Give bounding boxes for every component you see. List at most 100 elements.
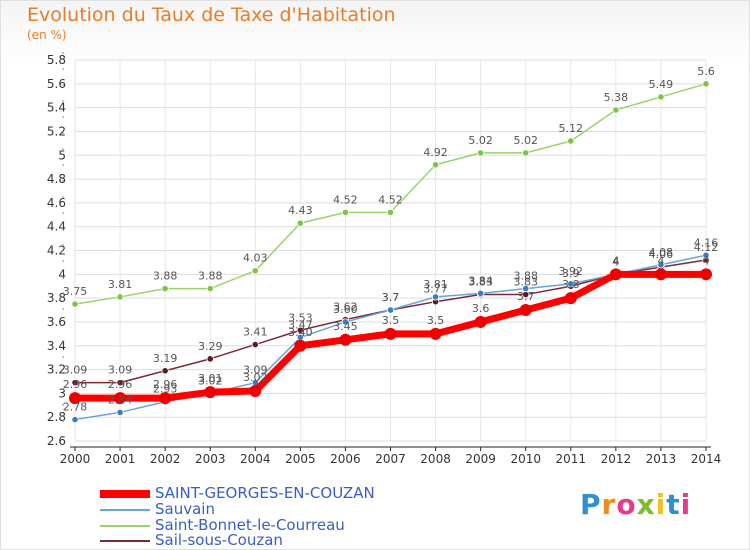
data-label: 4 bbox=[657, 254, 664, 267]
data-label: 3.19 bbox=[153, 352, 178, 365]
y-tick-label: 3.8 bbox=[47, 291, 66, 305]
y-tick-label: 2.6 bbox=[47, 434, 66, 448]
x-tick-label: 2002 bbox=[150, 452, 181, 466]
x-tick-label: 2004 bbox=[240, 452, 271, 466]
legend-swatch bbox=[100, 509, 150, 511]
data-point bbox=[474, 315, 487, 328]
data-label: 3.83 bbox=[468, 276, 493, 289]
legend-swatch bbox=[100, 540, 150, 542]
data-label: 3.02 bbox=[198, 374, 223, 387]
legend-label: Saint-Bonnet-le-Courreau bbox=[155, 516, 345, 534]
data-point bbox=[116, 293, 124, 301]
legend-swatch bbox=[100, 490, 150, 498]
data-label: 2.96 bbox=[63, 378, 88, 391]
data-point bbox=[251, 267, 259, 275]
logo-letter: r bbox=[601, 488, 617, 521]
data-label: 3.47 bbox=[288, 318, 313, 331]
data-point bbox=[116, 379, 124, 387]
data-point bbox=[564, 292, 577, 305]
y-tick-label: 5.6 bbox=[47, 77, 66, 91]
y-tick-label: 3.6 bbox=[47, 315, 66, 329]
data-label: 3.81 bbox=[108, 278, 133, 291]
logo-letter: o bbox=[616, 488, 637, 521]
data-point bbox=[612, 106, 620, 114]
data-point bbox=[341, 208, 350, 216]
y-tick-label: 4.6 bbox=[47, 196, 66, 210]
data-point bbox=[477, 149, 485, 157]
y-tick-label: 5.4 bbox=[47, 101, 66, 115]
data-point bbox=[116, 408, 124, 417]
data-label: 2.78 bbox=[63, 401, 88, 414]
data-point bbox=[522, 149, 530, 157]
data-label: 3.41 bbox=[243, 326, 268, 339]
y-tick-label: 2.8 bbox=[47, 410, 66, 424]
data-label: 4.52 bbox=[378, 193, 403, 206]
data-point bbox=[341, 318, 350, 326]
data-label: 3.77 bbox=[423, 283, 448, 296]
legend-label: Sauvain bbox=[155, 500, 215, 518]
x-tick-label: 2007 bbox=[375, 452, 406, 466]
data-label: 2.96 bbox=[108, 378, 133, 391]
data-point bbox=[71, 300, 79, 308]
data-label: 4.43 bbox=[288, 204, 313, 217]
chart-title: Evolution du Taux de Taxe d'Habitation bbox=[27, 4, 396, 26]
data-label: 3.7 bbox=[517, 290, 535, 303]
data-point bbox=[386, 306, 395, 314]
data-label: 3.62 bbox=[333, 301, 358, 314]
y-tick-label: 4.4 bbox=[47, 220, 66, 234]
data-label: 3.7 bbox=[382, 291, 400, 304]
data-label: 4.03 bbox=[243, 252, 268, 265]
data-point bbox=[657, 93, 665, 101]
data-label: 4 bbox=[612, 255, 619, 268]
y-tick-label: 4 bbox=[58, 267, 66, 281]
data-point bbox=[654, 268, 667, 281]
data-point bbox=[206, 355, 214, 363]
logo-letter: P bbox=[580, 488, 602, 521]
data-label: 3.92 bbox=[559, 265, 584, 278]
data-label: 5.12 bbox=[559, 122, 584, 135]
x-tick-label: 2005 bbox=[285, 452, 316, 466]
legend-label: Sail-sous-Couzan bbox=[155, 531, 283, 549]
data-point bbox=[477, 289, 485, 297]
data-point bbox=[522, 284, 530, 293]
data-label: 2.96 bbox=[153, 378, 178, 391]
data-point bbox=[206, 284, 214, 293]
data-label: 4.52 bbox=[333, 193, 358, 206]
data-label: 3.45 bbox=[333, 320, 358, 333]
data-point bbox=[114, 392, 127, 405]
y-tick-label: 5.2 bbox=[47, 124, 66, 138]
data-label: 5.02 bbox=[468, 134, 493, 147]
data-label: 3.88 bbox=[153, 270, 178, 283]
data-label: 2.93 bbox=[153, 383, 178, 396]
data-label: 5.49 bbox=[649, 78, 674, 91]
y-tick-label: 4.2 bbox=[47, 244, 66, 258]
data-label: 3.6 bbox=[472, 302, 490, 315]
data-label: 3.01 bbox=[198, 372, 223, 385]
x-tick-label: 2009 bbox=[465, 452, 496, 466]
data-label: 2.84 bbox=[108, 393, 133, 406]
data-point bbox=[294, 339, 307, 352]
data-point bbox=[657, 261, 665, 269]
data-label: 4 bbox=[703, 254, 710, 267]
data-label: 5.02 bbox=[513, 134, 538, 147]
data-label: 3.5 bbox=[382, 314, 400, 327]
data-point bbox=[386, 208, 395, 216]
data-label: 4.06 bbox=[649, 248, 674, 261]
data-point bbox=[429, 327, 442, 340]
data-point bbox=[431, 293, 440, 301]
data-label: 3.83 bbox=[513, 276, 538, 289]
data-label: 3.09 bbox=[63, 364, 88, 377]
data-point bbox=[71, 379, 79, 387]
data-point bbox=[702, 80, 710, 88]
data-label: 3.60 bbox=[333, 303, 358, 316]
data-label: 3.09 bbox=[243, 364, 268, 377]
data-label: 4.16 bbox=[694, 236, 719, 249]
data-point bbox=[69, 392, 81, 405]
data-point bbox=[161, 284, 169, 293]
data-point bbox=[339, 333, 352, 346]
x-tick-label: 2013 bbox=[646, 452, 677, 466]
y-tick-label: 5 bbox=[58, 148, 66, 162]
data-point bbox=[296, 326, 304, 334]
data-point bbox=[296, 219, 304, 227]
data-label: 5.38 bbox=[604, 91, 629, 104]
